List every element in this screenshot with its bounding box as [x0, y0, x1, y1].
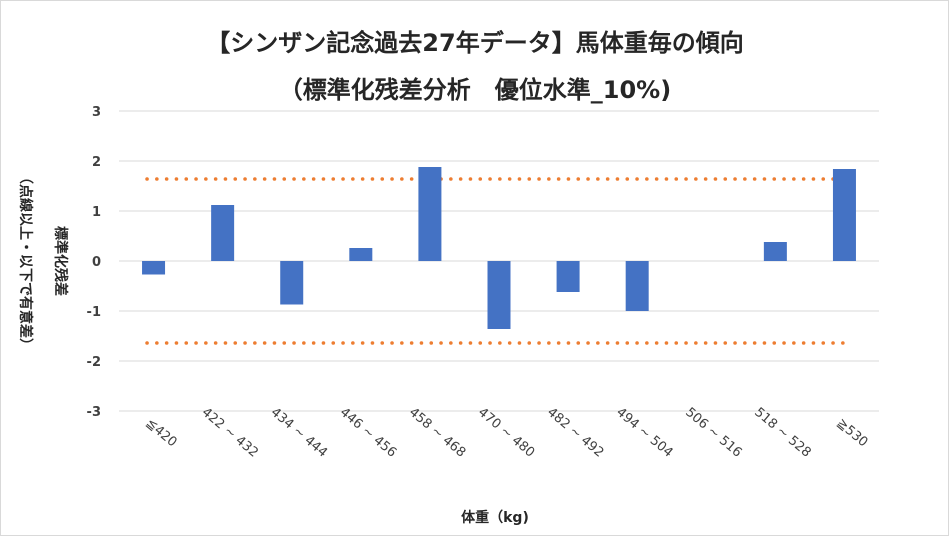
x-tick-label: 422 ~ 432 — [199, 405, 261, 461]
bar — [556, 261, 580, 292]
bar — [418, 167, 442, 261]
x-tick-label: 518 ~ 528 — [751, 405, 813, 461]
y-tick-label: 3 — [92, 105, 101, 120]
y-tick-labels: 3 2 1 0 -1 -2 -3 — [87, 105, 101, 420]
x-tick-label: 446 ~ 456 — [337, 405, 399, 461]
x-tick-label: 458 ~ 468 — [406, 405, 468, 461]
x-tick-label: ≧530 — [833, 416, 870, 450]
x-tick-label: 482 ~ 492 — [544, 405, 606, 461]
y-tick-label: 1 — [92, 205, 101, 220]
bar — [211, 205, 235, 261]
y-axis-label: 標準化残差 — [52, 226, 69, 296]
x-tick-labels: ≦420 422 ~ 432 434 ~ 444 446 ~ 456 458 ~ 468… — [143, 405, 871, 461]
x-axis-label: 体重（kg) — [461, 509, 529, 526]
chart-subtitle: （標準化残差分析 優位水準_10%) — [279, 76, 671, 104]
x-tick-label: 470 ~ 480 — [475, 405, 537, 461]
y-tick-label: 2 — [92, 155, 101, 170]
bar — [349, 248, 373, 261]
y-tick-label: -1 — [87, 305, 101, 320]
x-tick-label: 434 ~ 444 — [268, 405, 330, 461]
bar — [142, 261, 166, 275]
bar — [625, 261, 649, 311]
bar — [487, 261, 511, 329]
x-tick-label: 506 ~ 516 — [682, 405, 744, 461]
threshold-layer — [145, 177, 846, 345]
bar — [832, 169, 856, 261]
x-tick-label: ≦420 — [143, 416, 180, 450]
bar — [763, 242, 787, 261]
bar-layer — [142, 167, 856, 329]
x-tick-label: 494 ~ 504 — [613, 405, 675, 461]
bar — [280, 261, 304, 305]
y-tick-label: -3 — [87, 405, 101, 420]
chart-title: 【シンザン記念過去27年データ】馬体重毎の傾向 — [206, 29, 743, 57]
y-tick-label: 0 — [92, 255, 101, 270]
y-axis-note: （点線以上・以下で有意差） — [17, 170, 34, 352]
y-tick-label: -2 — [87, 355, 101, 370]
